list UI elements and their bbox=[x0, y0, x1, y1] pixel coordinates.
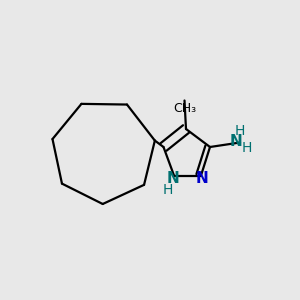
Text: CH₃: CH₃ bbox=[173, 102, 196, 115]
Text: H: H bbox=[235, 124, 245, 137]
Text: H: H bbox=[162, 183, 172, 196]
Text: N: N bbox=[230, 134, 243, 148]
Text: H: H bbox=[242, 142, 252, 155]
Text: N: N bbox=[195, 171, 208, 186]
Text: N: N bbox=[167, 171, 180, 186]
